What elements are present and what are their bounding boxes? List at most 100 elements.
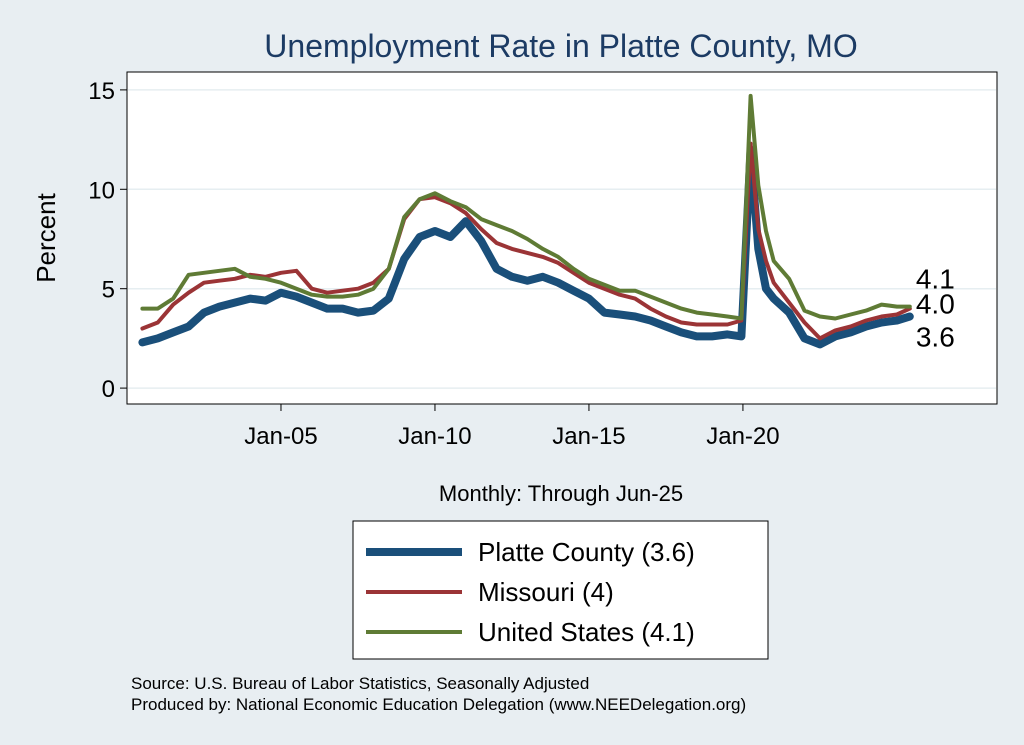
data-point bbox=[880, 321, 883, 324]
data-point bbox=[280, 272, 282, 274]
data-point bbox=[141, 341, 143, 343]
data-point bbox=[388, 298, 390, 300]
data-point bbox=[280, 292, 282, 294]
y-tick-label: 10 bbox=[88, 177, 115, 204]
data-point bbox=[326, 308, 328, 310]
data-point bbox=[188, 325, 190, 328]
data-point bbox=[511, 248, 513, 250]
data-point bbox=[157, 337, 159, 339]
data-point bbox=[372, 310, 374, 312]
data-point bbox=[649, 296, 652, 298]
data-point bbox=[249, 276, 251, 278]
data-point bbox=[342, 308, 344, 310]
source-text: Source: U.S. Bureau of Labor Statistics,… bbox=[131, 674, 589, 693]
data-point bbox=[909, 315, 911, 318]
data-point bbox=[249, 298, 251, 300]
data-point bbox=[203, 282, 205, 284]
data-point bbox=[403, 216, 405, 218]
data-point bbox=[496, 242, 498, 244]
data-point bbox=[757, 248, 759, 250]
data-point bbox=[218, 306, 220, 308]
data-point bbox=[896, 319, 898, 322]
data-point bbox=[773, 282, 775, 284]
y-axis-title: Percent bbox=[31, 192, 61, 282]
end-labels: 3.64.04.1 bbox=[916, 264, 955, 353]
data-point bbox=[326, 292, 328, 294]
data-point bbox=[750, 95, 752, 97]
y-tick-label: 0 bbox=[102, 376, 115, 403]
data-point bbox=[726, 323, 729, 326]
data-point bbox=[372, 282, 374, 284]
data-point bbox=[696, 323, 698, 326]
data-point bbox=[465, 220, 467, 222]
data-point bbox=[203, 312, 205, 314]
data-point bbox=[419, 236, 421, 238]
data-point bbox=[711, 323, 713, 326]
data-point bbox=[203, 272, 205, 274]
legend-label: Platte County (3.6) bbox=[478, 537, 695, 567]
data-point bbox=[511, 230, 513, 232]
x-axis-title: Monthly: Through Jun-25 bbox=[439, 481, 683, 506]
data-point bbox=[403, 258, 405, 260]
data-point bbox=[634, 290, 636, 292]
data-point bbox=[357, 294, 359, 296]
data-point bbox=[880, 304, 883, 306]
data-point bbox=[280, 282, 282, 284]
data-point bbox=[311, 288, 313, 290]
data-point bbox=[311, 294, 313, 296]
data-point bbox=[803, 310, 806, 312]
data-point bbox=[157, 308, 159, 310]
data-point bbox=[765, 260, 767, 262]
data-point bbox=[542, 248, 544, 250]
data-point bbox=[788, 278, 790, 280]
data-point bbox=[850, 331, 852, 333]
chart-title: Unemployment Rate in Platte County, MO bbox=[264, 28, 857, 64]
data-point bbox=[757, 228, 759, 230]
data-point bbox=[434, 196, 436, 198]
x-tick-label: Jan-15 bbox=[552, 423, 625, 450]
y-tick-label: 5 bbox=[102, 277, 115, 304]
data-point bbox=[850, 325, 852, 328]
data-point bbox=[634, 315, 636, 318]
x-tick-label: Jan-20 bbox=[706, 423, 779, 450]
data-point bbox=[665, 302, 667, 304]
data-point bbox=[218, 280, 220, 282]
data-point bbox=[526, 238, 529, 240]
data-point bbox=[265, 300, 267, 302]
data-point bbox=[649, 308, 652, 310]
end-label: 4.0 bbox=[916, 289, 955, 320]
data-point bbox=[803, 337, 806, 339]
data-point bbox=[834, 317, 836, 320]
data-point bbox=[649, 319, 652, 322]
data-point bbox=[865, 319, 867, 322]
data-point bbox=[434, 192, 436, 194]
data-point bbox=[557, 256, 559, 258]
data-point bbox=[819, 315, 821, 318]
data-point bbox=[765, 230, 767, 232]
data-point bbox=[680, 308, 682, 310]
data-point bbox=[465, 212, 467, 214]
data-point bbox=[909, 306, 911, 308]
data-point bbox=[295, 270, 297, 272]
data-point bbox=[819, 343, 821, 345]
data-point bbox=[603, 288, 605, 290]
data-point bbox=[665, 315, 667, 318]
data-point bbox=[357, 312, 359, 314]
data-point bbox=[619, 313, 621, 316]
data-point bbox=[172, 331, 174, 333]
data-point bbox=[172, 304, 174, 306]
data-point bbox=[526, 252, 529, 254]
data-point bbox=[480, 240, 482, 242]
data-point bbox=[680, 321, 682, 324]
gridlines bbox=[128, 89, 996, 389]
data-point bbox=[865, 310, 867, 312]
data-point bbox=[711, 313, 713, 316]
data-point bbox=[188, 292, 190, 294]
data-point bbox=[511, 276, 513, 278]
data-point bbox=[141, 327, 143, 330]
data-point bbox=[188, 274, 190, 276]
series-lines bbox=[138, 93, 914, 349]
data-point bbox=[218, 270, 220, 272]
data-point bbox=[665, 325, 667, 328]
